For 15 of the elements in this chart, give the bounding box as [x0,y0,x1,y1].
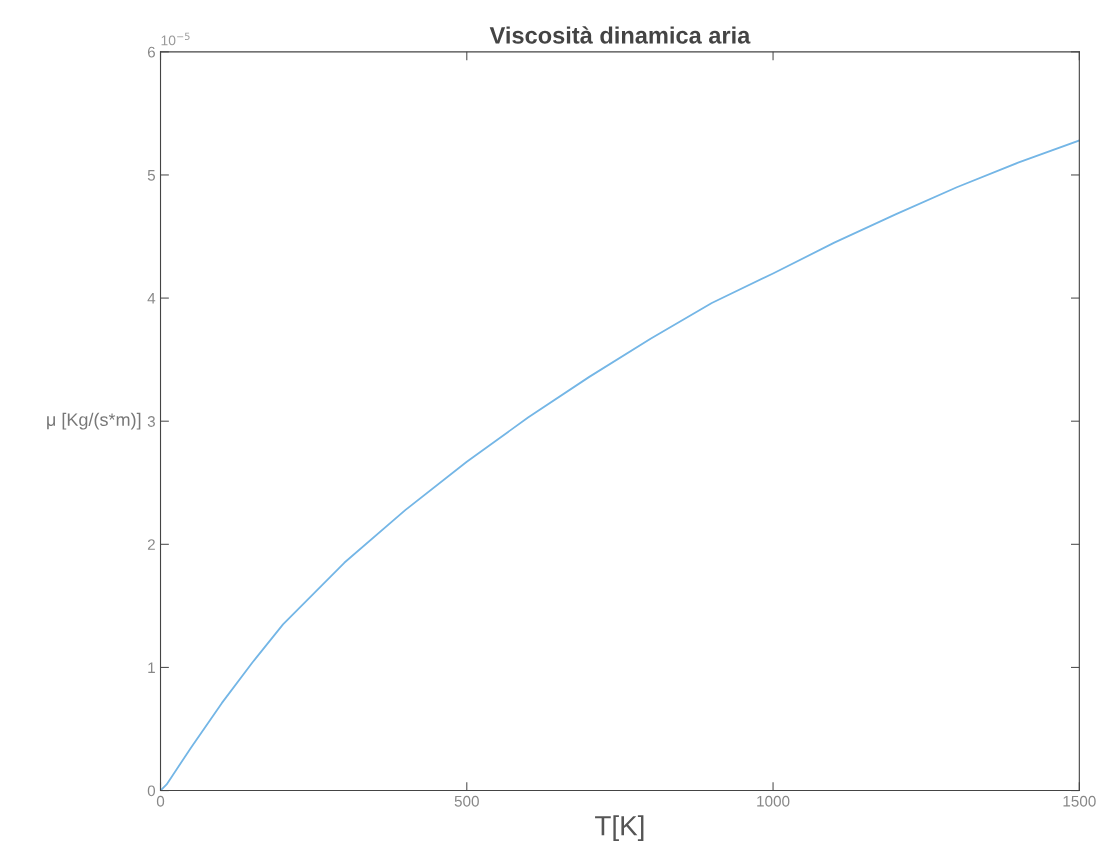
y-tick-label: 2 [147,539,155,550]
y-axis-title: μ [Kg/(s*m)] [47,412,141,430]
y-tick-label: 6 [147,46,155,58]
x-tick-label: 0 [156,795,165,807]
y-tick-label: 3 [147,416,155,427]
y-tick-label: 4 [147,293,156,304]
x-axis-title: T[K] [595,815,644,842]
y-tick-label: 5 [147,169,156,181]
x-tick-label: 500 [454,795,479,807]
y-tick-label: 0 [147,785,156,797]
y-tick-label: 1 [148,662,155,673]
x-tick-label: 1500 [1063,795,1096,807]
text: 10$^{−5}$ [161,32,190,46]
chart-title: Viscosità dinamica aria [489,26,751,44]
x-tick-label: 1000 [757,795,790,807]
